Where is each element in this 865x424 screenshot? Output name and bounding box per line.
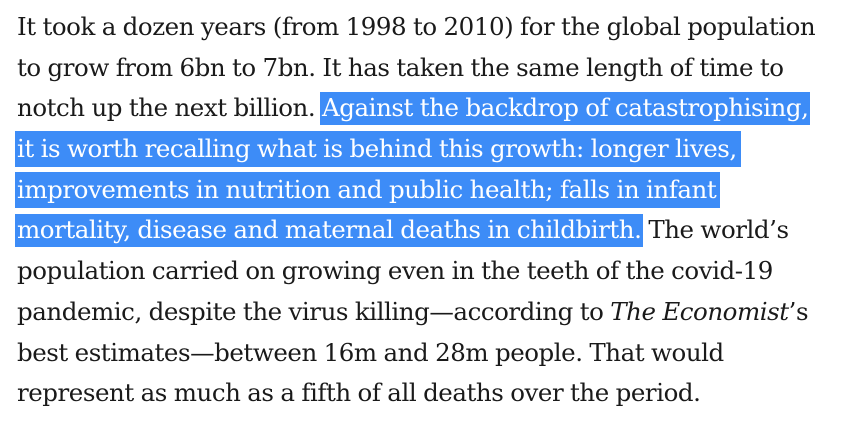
publication-name: The Economist: [610, 296, 789, 326]
paragraph-text: The world’s: [641, 215, 789, 245]
paragraph-line: notch up the next billion. Against the b…: [17, 88, 857, 129]
paragraph-line: represent as much as a fifth of all deat…: [17, 378, 701, 408]
paragraph-line: to grow from 6bn to 7bn. It has taken th…: [17, 52, 784, 82]
article-paragraph: It took a dozen years (from 1998 to 2010…: [15, 7, 857, 414]
paragraph-text: notch up the next billion.: [17, 93, 323, 123]
selected-text[interactable]: Against the backdrop of catastrophising,: [320, 92, 811, 126]
paragraph-line: mortality, disease and maternal deaths i…: [15, 210, 857, 251]
paragraph-line: improvements in nutrition and public hea…: [15, 170, 857, 211]
paragraph-line: best estimates—between 16m and 28m peopl…: [17, 337, 724, 367]
selected-text[interactable]: it is worth recalling what is behind thi…: [15, 131, 741, 168]
paragraph-line: it is worth recalling what is behind thi…: [15, 129, 857, 170]
paragraph-text: ’s: [788, 296, 809, 326]
selected-text[interactable]: improvements in nutrition and public hea…: [15, 171, 721, 208]
paragraph-line: population carried on growing even in th…: [17, 256, 773, 286]
paragraph-line: pandemic, despite the virus killing—acco…: [17, 292, 857, 333]
paragraph-text: pandemic, despite the virus killing—acco…: [17, 296, 611, 326]
selected-text[interactable]: mortality, disease and maternal deaths i…: [15, 214, 644, 248]
paragraph-line: It took a dozen years (from 1998 to 2010…: [17, 12, 816, 41]
